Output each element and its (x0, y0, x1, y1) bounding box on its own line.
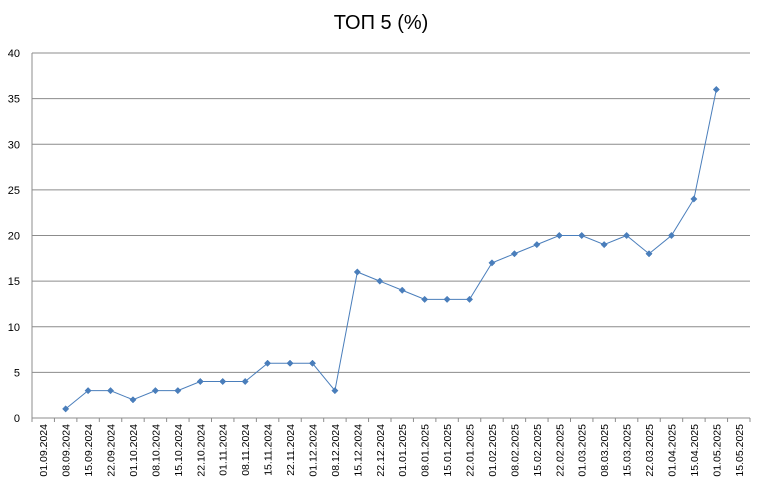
data-point (578, 231, 586, 240)
x-axis-tick-labels: 01.09.2024 08.09.2024 15.09.2024 22.09.2024… (38, 424, 746, 477)
data-point (533, 241, 541, 249)
x-tick-label: 15.11.2024 (263, 424, 275, 476)
data-point (241, 377, 249, 386)
y-axis-tick-labels: 0 5 10 15 20 25 30 35 40 (8, 48, 20, 425)
y-tick-label: 10 (8, 322, 20, 334)
x-tick-label: 08.02.2025 (509, 424, 521, 477)
x-tick-label: 22.03.2025 (644, 424, 656, 477)
x-tick-label: 08.01.2025 (420, 424, 432, 477)
gridlines (32, 52, 750, 373)
data-point (62, 405, 70, 413)
x-tick-label: 01.02.2025 (487, 424, 499, 477)
x-tick-label: 22.02.2025 (554, 424, 566, 477)
data-point (510, 250, 518, 258)
data-point (488, 259, 496, 267)
data-point (308, 359, 317, 367)
data-point (667, 231, 676, 240)
data-point (353, 268, 361, 276)
data-point (129, 396, 137, 404)
data-point (421, 295, 429, 303)
y-tick-label: 40 (8, 48, 20, 60)
x-tick-label: 08.12.2024 (330, 424, 342, 477)
x-tick-label: 01.03.2025 (577, 424, 589, 477)
x-tick-label: 08.11.2024 (240, 424, 252, 476)
x-tick-label: 08.09.2024 (61, 424, 73, 477)
x-tick-label: 22.01.2025 (465, 424, 477, 477)
data-point (151, 387, 159, 395)
data-point (712, 85, 720, 94)
x-tick-label: 15.05.2025 (734, 424, 746, 477)
x-tick-label: 22.09.2024 (106, 424, 118, 477)
y-tick-label: 5 (14, 367, 20, 379)
data-point (443, 295, 451, 303)
x-tick-label: 01.01.2025 (397, 424, 409, 477)
axes (31, 53, 751, 422)
data-point (84, 387, 92, 395)
x-tick-label: 15.04.2025 (689, 424, 701, 477)
data-point (174, 387, 182, 395)
x-tick-label: 22.10.2024 (195, 424, 207, 477)
series-line (65, 89, 717, 410)
x-tick-label: 15.02.2025 (532, 424, 544, 477)
x-tick-label: 15.12.2024 (352, 424, 364, 477)
x-tick-label: 01.12.2024 (307, 424, 319, 477)
series-layer (62, 85, 720, 413)
data-point (555, 231, 563, 240)
chart-title: ТОП 5 (%) (334, 12, 429, 34)
data-point (286, 359, 294, 367)
x-tick-label: 15.10.2024 (173, 424, 185, 477)
y-tick-label: 15 (8, 276, 20, 288)
x-tick-label: 22.12.2024 (375, 424, 387, 477)
x-tick-label: 01.11.2024 (218, 424, 230, 476)
data-point (690, 195, 698, 203)
x-tick-label: 15.01.2025 (442, 424, 454, 477)
y-tick-label: 20 (8, 231, 20, 243)
x-tick-label: 22.11.2024 (285, 424, 297, 476)
x-tick-label: 15.03.2025 (622, 424, 634, 477)
x-tick-label: 01.10.2024 (128, 424, 140, 477)
data-point (623, 231, 631, 240)
x-tick-label: 08.03.2025 (599, 424, 611, 477)
y-tick-label: 35 (8, 94, 20, 106)
data-point (264, 359, 272, 367)
y-tick-label: 25 (8, 185, 20, 197)
data-point (600, 241, 608, 249)
y-tick-label: 30 (8, 139, 20, 151)
data-point (106, 387, 115, 395)
x-tick-label: 01.04.2025 (666, 424, 678, 477)
data-point (398, 286, 406, 294)
x-tick-label: 01.05.2025 (711, 424, 723, 477)
data-point (645, 250, 653, 258)
y-tick-label: 0 (14, 413, 20, 425)
data-point (376, 277, 384, 285)
data-point (465, 295, 474, 303)
x-tick-label: 08.10.2024 (150, 424, 162, 477)
data-point (196, 377, 204, 386)
x-tick-label: 15.09.2024 (83, 424, 95, 477)
data-point (219, 377, 227, 386)
x-tick-label: 01.09.2024 (38, 424, 50, 477)
data-point (331, 387, 339, 395)
